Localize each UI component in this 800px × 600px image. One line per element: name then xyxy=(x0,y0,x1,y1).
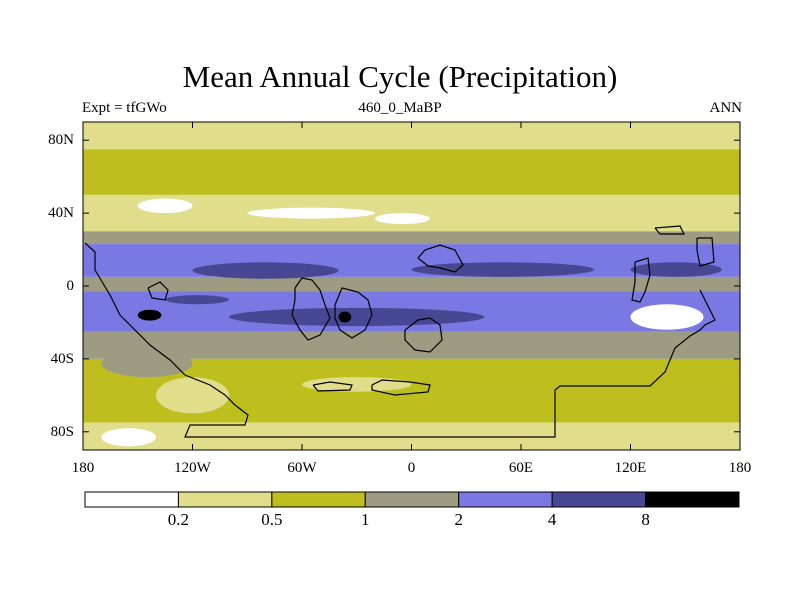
zonal-band-7 xyxy=(83,331,740,359)
continent-outline-c xyxy=(404,317,443,353)
colorbar-box-1 xyxy=(177,491,273,508)
colorbar-box-6 xyxy=(645,491,740,508)
x-tick-label: 60W xyxy=(287,460,317,476)
axis-ticks xyxy=(82,122,741,450)
colorbar-label: 4 xyxy=(547,510,557,529)
x-tick-label: 60E xyxy=(508,460,534,476)
y-tick-label: 80S xyxy=(50,423,74,440)
chart-title: Mean Annual Cycle (Precipitation) xyxy=(182,59,618,94)
field-patch-11 xyxy=(101,349,193,378)
coastlines xyxy=(84,225,716,438)
field-patch-6 xyxy=(137,198,193,214)
zonal-band-3 xyxy=(83,231,740,245)
colorbar-box-3 xyxy=(364,491,460,508)
field-patch-0 xyxy=(165,295,229,305)
field-patch-2 xyxy=(411,262,594,277)
x-tick-label: 180 xyxy=(71,460,95,476)
colorbar-label: 0.2 xyxy=(167,510,190,529)
colorbar-label: 1 xyxy=(361,510,370,529)
zonal-band-4 xyxy=(83,244,740,277)
field-patch-12 xyxy=(156,377,229,414)
colorbar-label: 0.5 xyxy=(261,510,283,529)
experiment-label: Expt = tfGWo xyxy=(82,100,167,116)
continent-outline-i xyxy=(312,381,353,392)
south-america-west-coast xyxy=(84,242,716,438)
y-tick-label: 0 xyxy=(66,278,75,294)
continent-outline-f xyxy=(696,237,715,267)
continent-outline-a xyxy=(291,277,331,341)
continent-outline-h xyxy=(371,379,431,396)
field-patch-13 xyxy=(101,428,156,447)
x-tick-label: 180 xyxy=(728,460,752,476)
zonal-band-5 xyxy=(83,276,740,292)
colorbar-box-0 xyxy=(84,491,179,508)
continent-outline-e xyxy=(631,257,651,303)
colorbar-box-4 xyxy=(458,491,553,508)
period-label: 460_0_MaBP xyxy=(358,100,442,116)
field-patch-3 xyxy=(630,262,722,277)
field-patch-9 xyxy=(302,377,412,392)
contour-fields xyxy=(83,122,740,450)
zonal-band-1 xyxy=(83,149,740,195)
colorbar xyxy=(84,491,740,508)
field-patch-1 xyxy=(192,262,339,279)
season-label: ANN xyxy=(709,100,743,116)
x-tick-label: 120E xyxy=(614,460,647,476)
continent-outline-d xyxy=(417,244,464,273)
continent-outline-b xyxy=(334,287,373,339)
colorbar-label: 2 xyxy=(454,510,463,529)
field-patch-15 xyxy=(338,311,352,323)
y-tick-label: 40N xyxy=(48,205,74,222)
colorbar-box-5 xyxy=(551,491,647,508)
continent-outline-j xyxy=(147,281,169,301)
field-patch-7 xyxy=(375,213,430,225)
x-tick-label: 0 xyxy=(407,460,416,476)
field-patch-5 xyxy=(247,207,375,219)
x-tick-label: 120W xyxy=(174,460,211,476)
field-patch-4 xyxy=(229,307,485,327)
colorbar-box-2 xyxy=(271,491,366,508)
colorbar-label: 8 xyxy=(641,510,650,529)
field-patch-8 xyxy=(630,304,704,330)
y-tick-label: 40S xyxy=(50,350,74,367)
y-tick-label: 80N xyxy=(48,132,74,149)
field-patch-14 xyxy=(137,309,162,321)
continent-outline-g xyxy=(654,225,685,235)
zonal-band-2 xyxy=(83,194,740,232)
